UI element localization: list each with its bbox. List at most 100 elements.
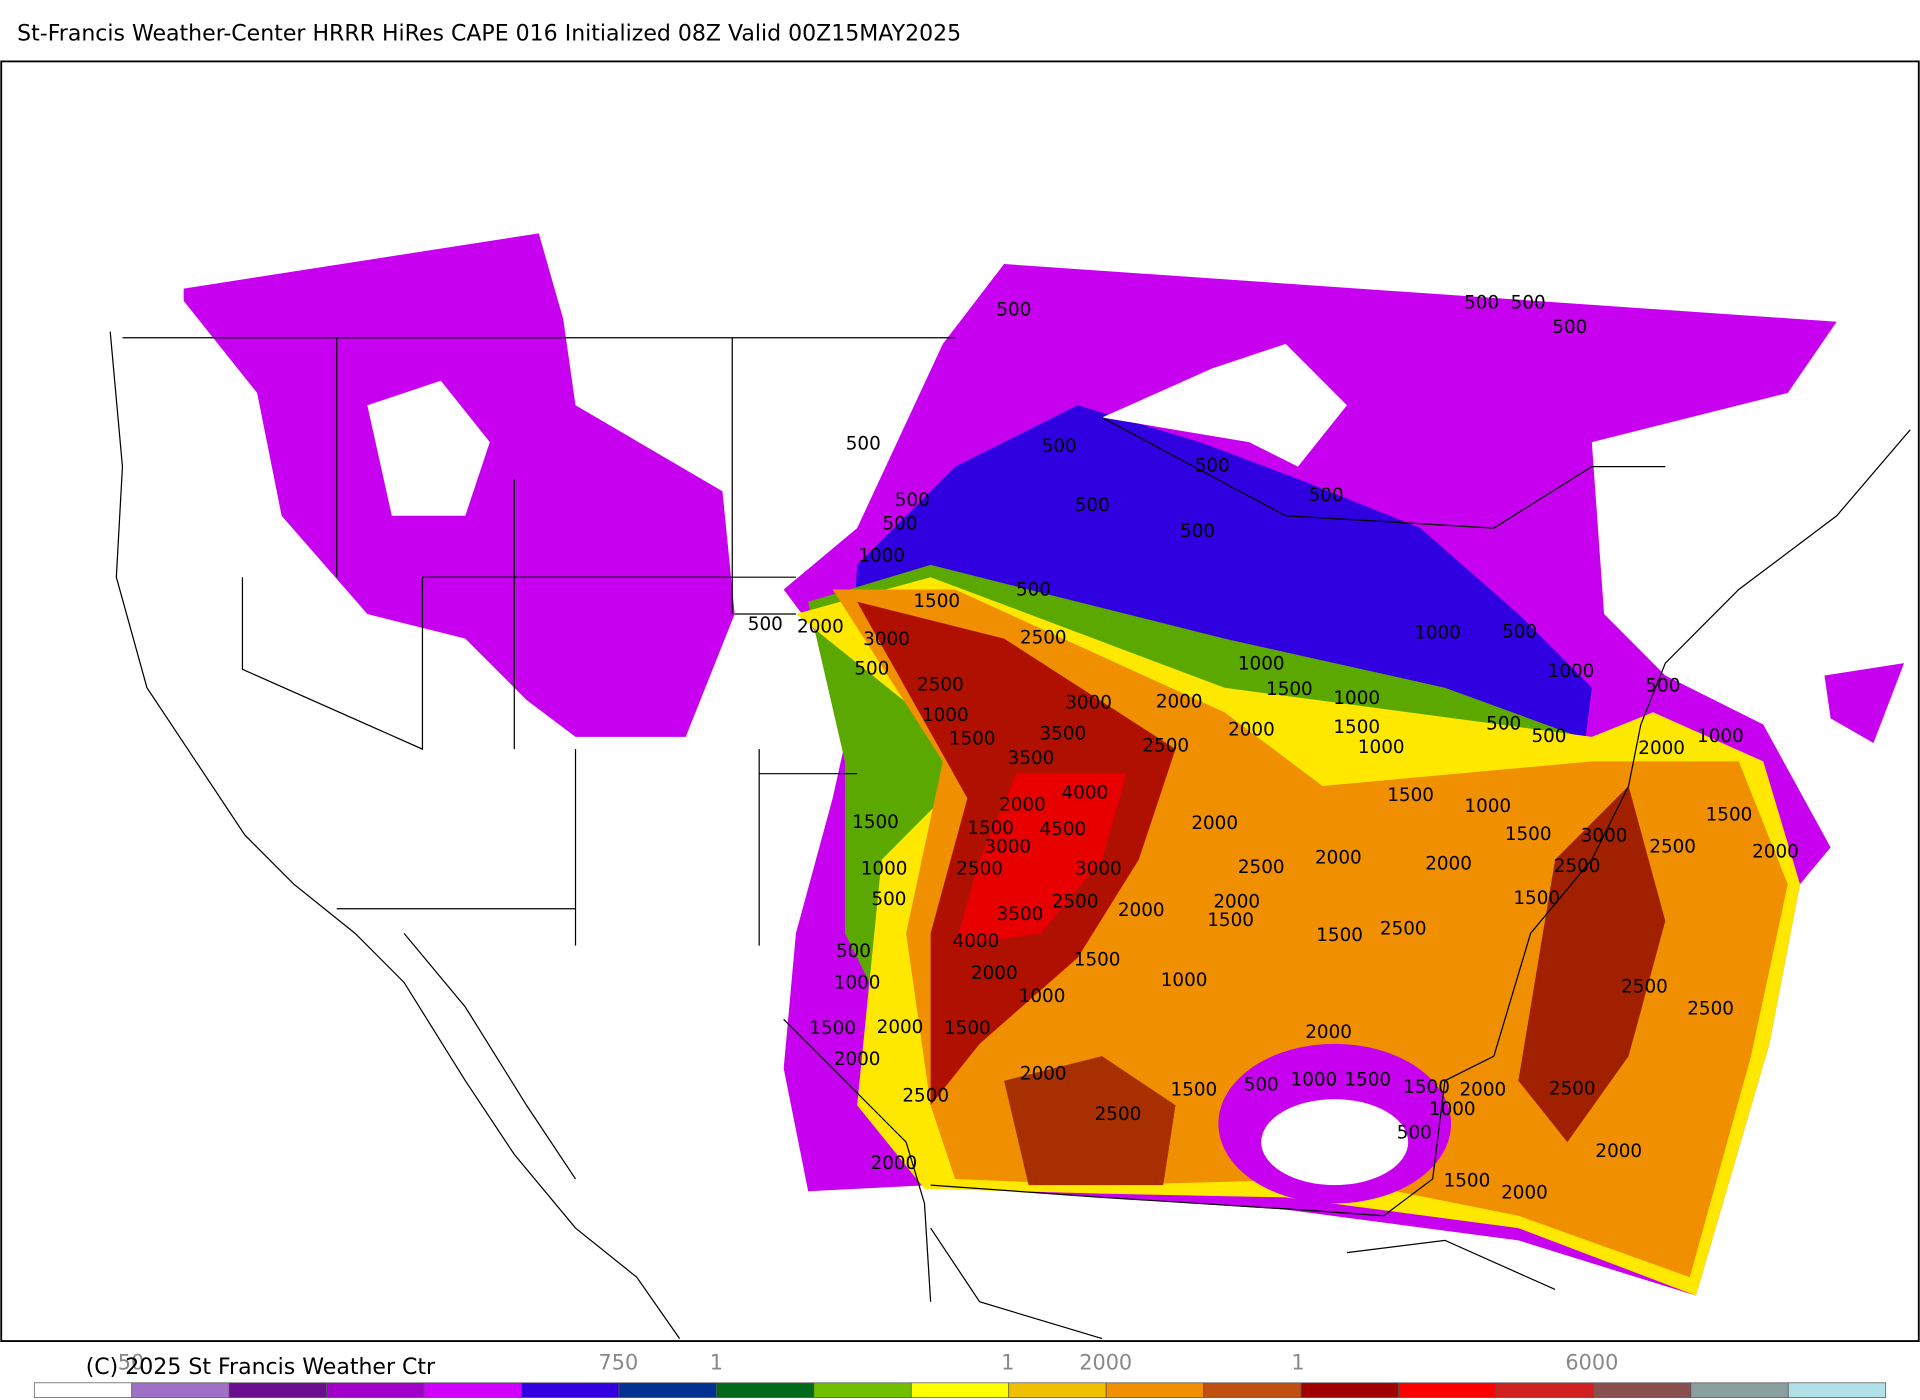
contour-label: 2500	[1380, 919, 1427, 940]
contour-label: 500	[1531, 726, 1566, 747]
colorbar-label: 1	[1291, 1350, 1304, 1374]
contour-label: 3500	[997, 904, 1044, 925]
contour-label: 500	[1244, 1075, 1279, 1096]
contour-label: 2000	[1191, 813, 1238, 834]
colorbar-swatch	[131, 1382, 230, 1398]
contour-label: 500	[1042, 436, 1077, 457]
contour-label: 1500	[1207, 910, 1254, 931]
contour-label: 500	[1195, 456, 1230, 477]
contour-label: 2000	[1752, 841, 1799, 862]
contour-label: 1500	[1333, 717, 1380, 738]
contour-label: 2500	[1687, 998, 1734, 1019]
colorbar-label: 1	[1001, 1350, 1014, 1374]
contour-label: 2500	[1052, 892, 1099, 913]
contour-label: 3000	[863, 629, 910, 650]
contour-label: 500	[1397, 1122, 1432, 1143]
colorbar-swatch	[1008, 1382, 1107, 1398]
contour-label: 1000	[1414, 623, 1461, 644]
contour-label: 1500	[1706, 804, 1753, 825]
contour-label: 500	[1502, 621, 1537, 642]
contour-label: 3000	[984, 836, 1031, 857]
colorbar-swatch	[33, 1382, 133, 1398]
contour-label: 2000	[999, 795, 1046, 816]
contour-label: 2500	[1238, 857, 1285, 878]
contour-label: 2500	[1020, 628, 1067, 649]
contour-label: 2500	[1649, 836, 1696, 857]
contour-label: 500	[836, 941, 871, 962]
contour-label: 1000	[858, 545, 905, 566]
contour-label: 2000	[797, 617, 844, 638]
state-lines	[241, 337, 858, 946]
contour-label: 500	[1511, 292, 1546, 313]
contour-label: 1500	[1074, 949, 1121, 970]
contour-label: 2500	[1621, 976, 1668, 997]
colorbar-swatch	[228, 1382, 327, 1398]
cape-west-hole	[367, 380, 490, 516]
contour-label: 1000	[861, 858, 908, 879]
us-canada-border	[122, 337, 1666, 529]
contour-label: 2000	[1638, 738, 1685, 759]
coastline-gulf	[783, 1018, 1495, 1302]
cape-field	[183, 233, 1905, 1296]
contour-label: 1500	[1171, 1080, 1218, 1101]
colorbar-swatch	[1398, 1382, 1497, 1398]
colorbar-swatch	[326, 1382, 425, 1398]
contour-label: 1500	[1444, 1170, 1491, 1191]
contour-label: 1000	[1019, 986, 1066, 1007]
contour-labels: 500 500 500 500 500 500 500 500 500 500 500 500 1000…	[748, 292, 1799, 1203]
contour-label: 1000	[1697, 726, 1744, 747]
contour-label: 3500	[1008, 748, 1055, 769]
colorbar-label: 1	[710, 1350, 723, 1374]
contour-label: 500	[1552, 317, 1587, 338]
contour-label: 1500	[949, 728, 996, 749]
contour-label: 2000	[1020, 1064, 1067, 1085]
contour-label: 500	[1309, 485, 1344, 506]
contour-label: 1500	[1403, 1077, 1450, 1098]
colorbar: 50 750 1 1 2000 1 6000	[33, 1350, 1887, 1398]
lakes-hole	[1102, 343, 1347, 467]
contour-label: 500	[871, 889, 906, 910]
contour-label: 2000	[1305, 1022, 1352, 1043]
coastline-east	[1493, 429, 1911, 1057]
gulf-hole	[1261, 1099, 1409, 1186]
mexico-coast	[403, 932, 1556, 1340]
contour-label: 500	[1075, 495, 1110, 516]
contour-label: 4000	[953, 931, 1000, 952]
contour-label: 1500	[1266, 679, 1313, 700]
contour-label: 1500	[944, 1018, 991, 1039]
contour-label: 2000	[1425, 854, 1472, 875]
contour-label: 1500	[1513, 888, 1560, 909]
copyright: (C) 2025 St Francis Weather Ctr	[86, 1355, 436, 1380]
colorbar-swatch	[1203, 1382, 1302, 1398]
contour-label: 2500	[1142, 736, 1189, 757]
colorbar-swatch	[813, 1382, 912, 1398]
contour-label: 1500	[1316, 925, 1363, 946]
contour-label: 2500	[1095, 1104, 1142, 1125]
contour-label: 2000	[1501, 1183, 1548, 1204]
cape-red	[955, 773, 1127, 946]
contour-label: 2000	[877, 1017, 924, 1038]
contour-label: 3500	[1040, 723, 1087, 744]
boundaries	[109, 331, 1911, 1340]
contour-label: 2000	[1156, 691, 1203, 712]
contour-label: 500	[854, 658, 889, 679]
contour-label: 500	[846, 434, 881, 455]
atlantic-patch	[1824, 663, 1905, 743]
contour-label: 1500	[967, 818, 1014, 839]
contour-label: 2000	[871, 1153, 918, 1174]
contour-label: 1000	[1161, 970, 1208, 991]
contour-label: 3000	[1075, 858, 1122, 879]
contour-label: 500	[996, 300, 1031, 321]
cape-south-core	[1004, 1056, 1176, 1186]
contour-label: 2000	[1595, 1141, 1642, 1162]
contour-label: 500	[895, 490, 930, 511]
colorbar-swatch	[1787, 1382, 1887, 1398]
contour-label: 3000	[1065, 693, 1112, 714]
contour-label: 2500	[956, 858, 1003, 879]
contour-label: 1000	[834, 973, 881, 994]
contour-label: 2000	[1118, 900, 1165, 921]
contour-label: 1500	[1505, 824, 1552, 845]
contour-label: 500	[1180, 521, 1215, 542]
contour-label: 500	[1016, 580, 1051, 601]
